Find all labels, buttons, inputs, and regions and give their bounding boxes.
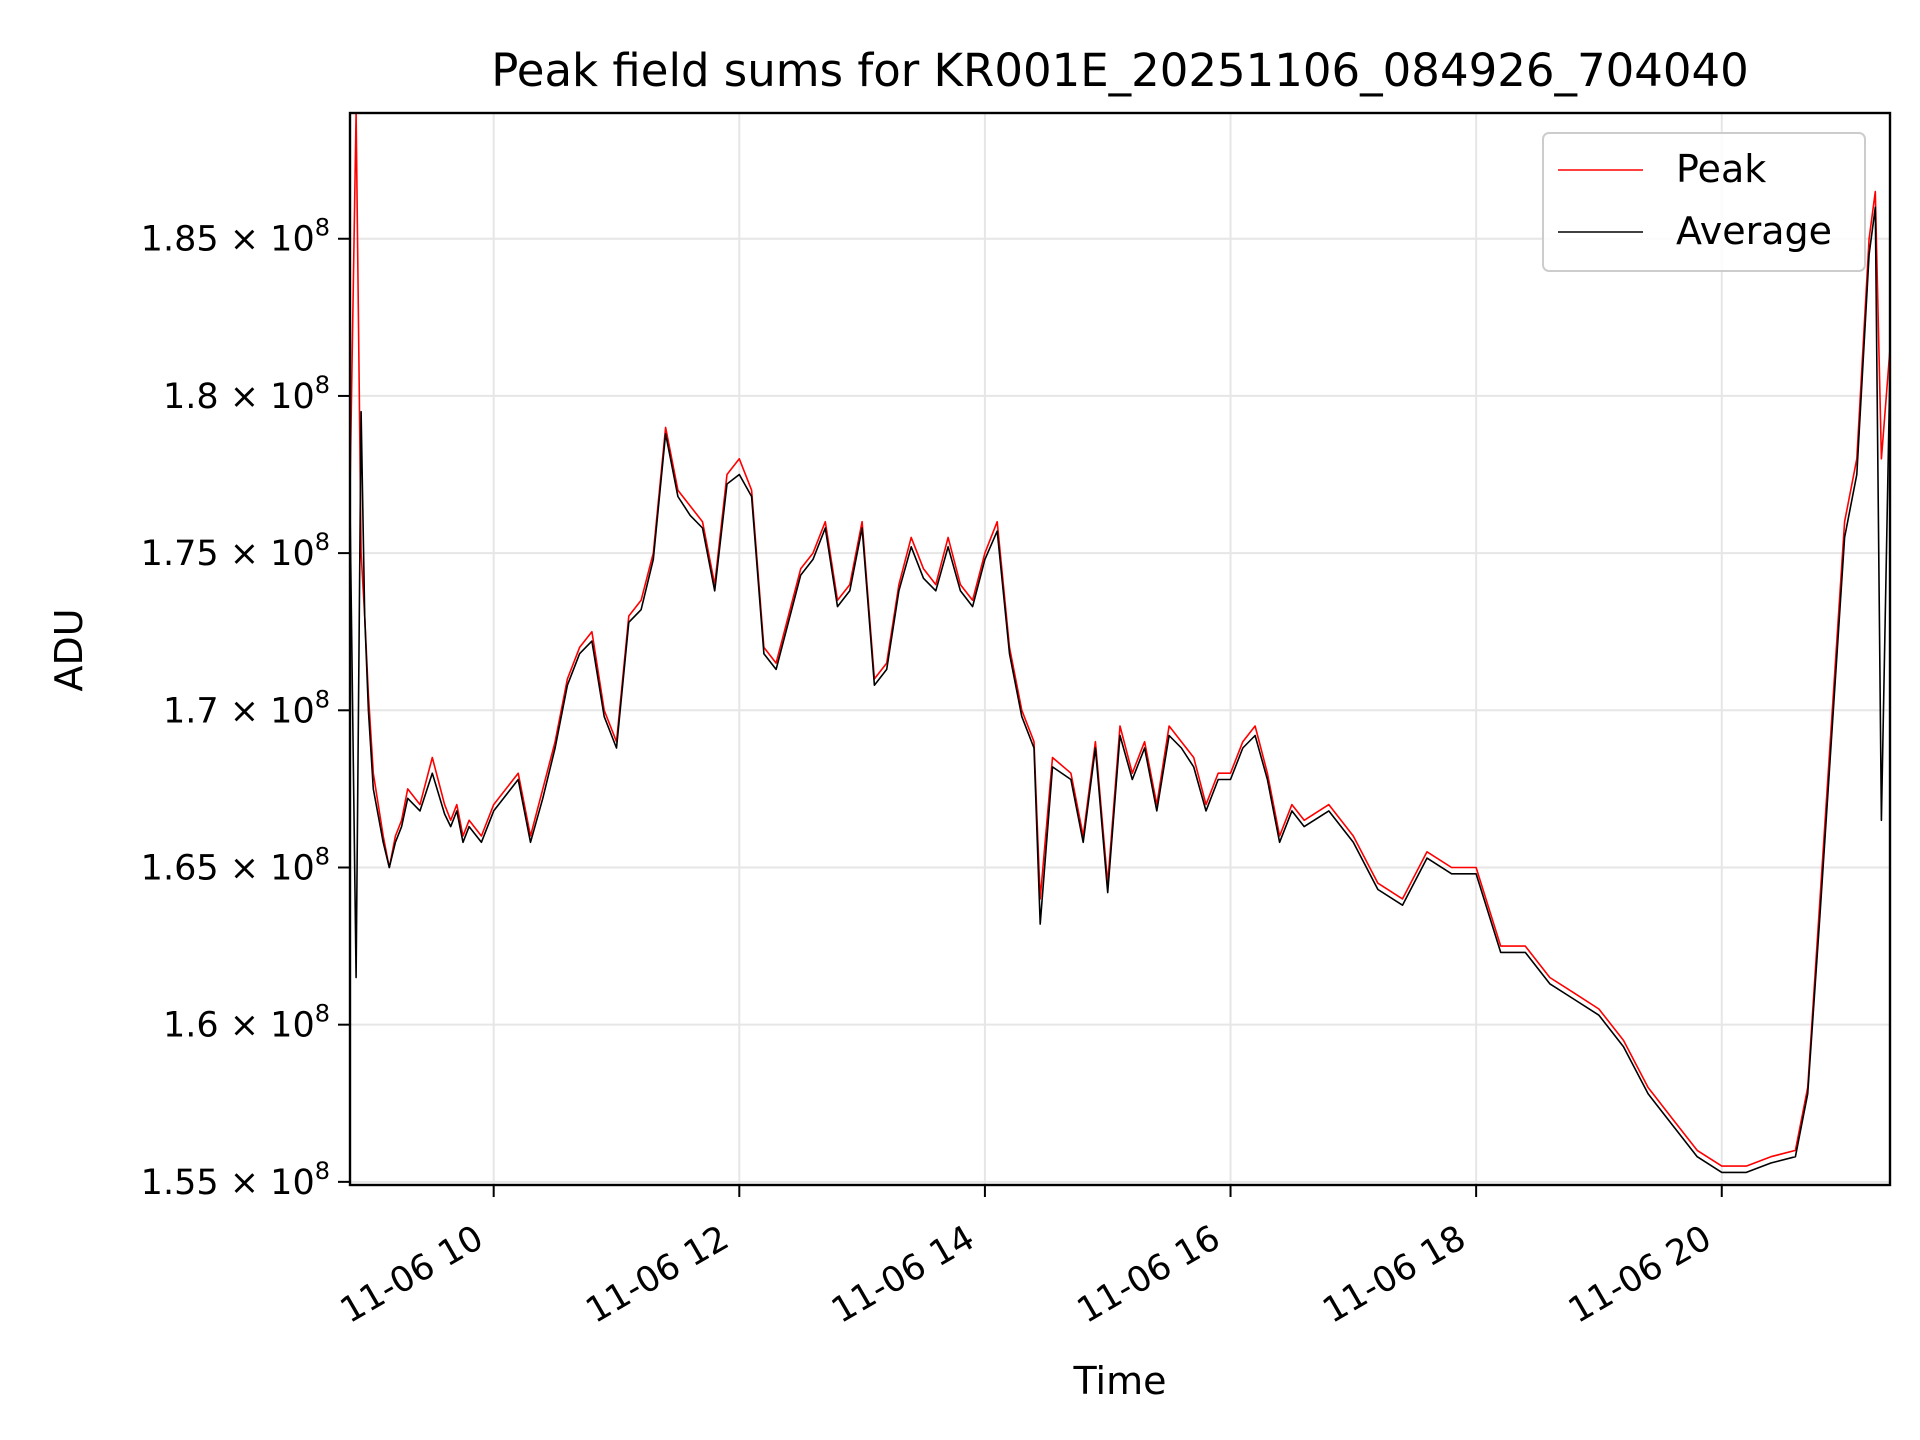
y-tick-label: 1.6 × 108: [163, 1000, 330, 1046]
legend-average-label: Average: [1676, 209, 1832, 253]
y-tick-label: 1.8 × 108: [163, 371, 330, 417]
series-layer: [350, 113, 1890, 1174]
y-tick-label: 1.65 × 108: [141, 842, 330, 888]
y-axis-title: ADU: [47, 608, 91, 691]
grid: [350, 113, 1890, 1185]
y-tick-label: 1.75 × 108: [141, 528, 330, 574]
legend-box: [1542, 132, 1866, 272]
y-tick-label: 1.85 × 108: [141, 214, 330, 260]
series-line-peak: [350, 113, 1890, 1167]
series-line-average: [350, 206, 1890, 1174]
x-axis-title: Time: [1073, 1359, 1167, 1403]
legend-peak-label: Peak: [1676, 147, 1766, 191]
legend: Peak Average: [1542, 132, 1866, 272]
y-tick-label: 1.55 × 108: [141, 1157, 330, 1203]
plot-frame: [348, 111, 1892, 1187]
y-tick-label: 1.7 × 108: [163, 685, 330, 731]
chart-title: Peak field sums for KR001E_20251106_0849…: [491, 44, 1749, 97]
y-axis: 1.55 × 108 1.6 × 108 1.65 × 108 1.7 × 108 1.…: [141, 214, 350, 1203]
